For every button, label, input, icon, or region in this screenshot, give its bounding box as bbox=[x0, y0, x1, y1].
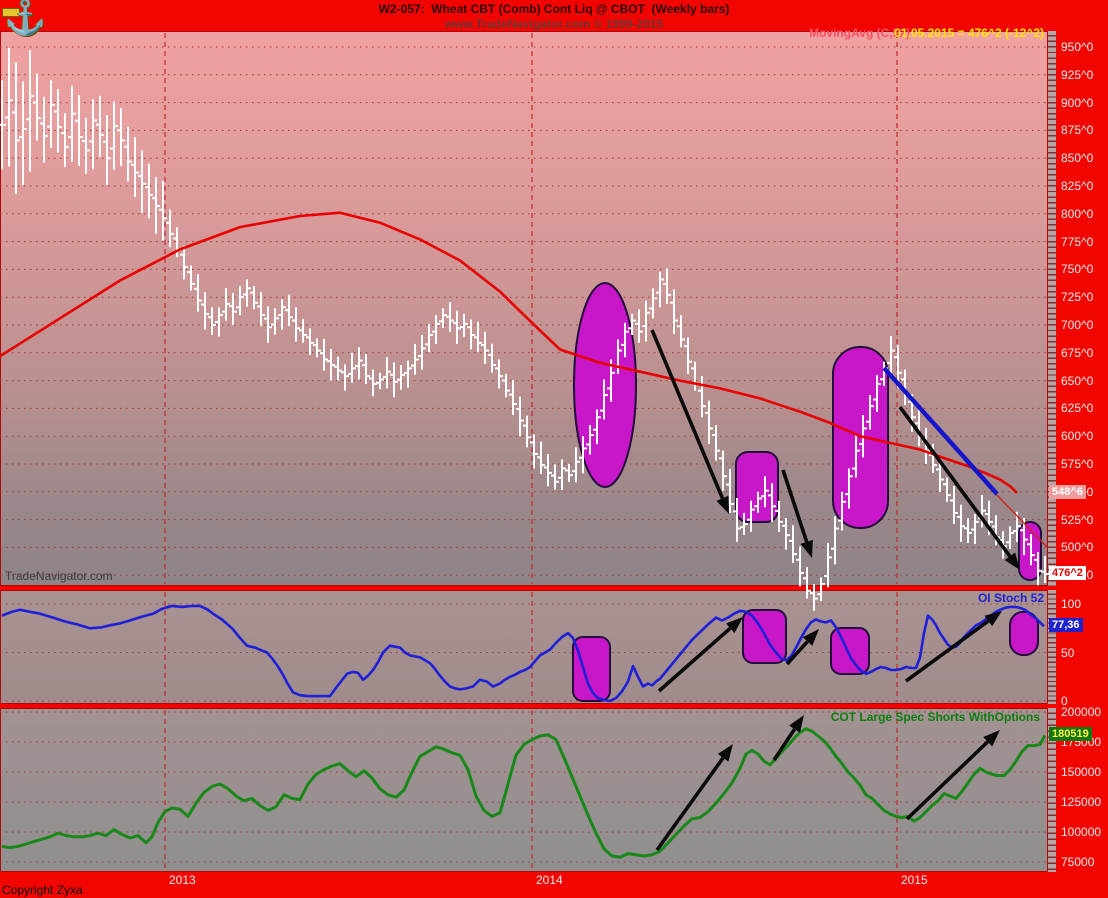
chart-header: W2-057: Wheat CBT (Comb) Cont Liq @ CBOT… bbox=[0, 0, 1108, 31]
price-axis-label: 825^0 bbox=[1061, 179, 1094, 193]
cot-axis-label: 125000 bbox=[1061, 795, 1102, 809]
price-axis-label: 850^0 bbox=[1061, 151, 1094, 166]
stoch-axis-label: 50 bbox=[1061, 645, 1075, 660]
last-price-badge: 476^2 bbox=[1049, 565, 1086, 580]
year-label-2013: 2013 bbox=[169, 873, 196, 887]
cot-panel[interactable] bbox=[0, 708, 1048, 872]
ma-value-badge: 548^6 bbox=[1049, 485, 1086, 500]
price-axis-label: 950^0 bbox=[1061, 40, 1094, 54]
quote-readout: 01.05.2015 = 476^2 (-12^2) bbox=[894, 26, 1044, 40]
cot-indicator-label: COT Large Spec Shorts WithOptions bbox=[830, 710, 1040, 724]
stoch-indicator-label: OI Stoch 52 bbox=[977, 591, 1044, 605]
cot-value-badge: 180519 bbox=[1049, 727, 1092, 742]
price-axis-label: 875^0 bbox=[1061, 123, 1094, 138]
year-label-2015: 2015 bbox=[901, 873, 928, 887]
page-title: W2-057: Wheat CBT (Comb) Cont Liq @ CBOT… bbox=[378, 2, 730, 16]
price-panel[interactable] bbox=[0, 31, 1048, 586]
cot-axis-label: 200000 bbox=[1061, 705, 1102, 719]
logo-flag bbox=[2, 8, 20, 17]
stoch-axis-ticks bbox=[1048, 590, 1056, 704]
price-axis-label: 600^0 bbox=[1061, 429, 1094, 444]
price-axis-label: 725^0 bbox=[1061, 290, 1094, 305]
stoch-panel[interactable] bbox=[0, 590, 1048, 704]
cot-axis-label: 100000 bbox=[1061, 825, 1102, 839]
anchor-logo-icon: ⚓ bbox=[4, 0, 47, 37]
price-axis-ticks bbox=[1048, 31, 1056, 586]
price-axis-label: 800^0 bbox=[1061, 206, 1094, 221]
price-axis-label: 625^0 bbox=[1061, 401, 1094, 416]
price-axis-label: 925^0 bbox=[1061, 67, 1094, 82]
price-axis-label: 900^0 bbox=[1061, 95, 1094, 110]
price-axis-label: 650^0 bbox=[1061, 373, 1094, 388]
year-label-2014: 2014 bbox=[536, 873, 563, 887]
price-axis-label: 750^0 bbox=[1061, 262, 1094, 277]
price-axis-label: 575^0 bbox=[1061, 457, 1094, 471]
cot-axis-label: 150000 bbox=[1061, 765, 1102, 779]
watermark: TradeNavigator.com bbox=[5, 569, 113, 583]
price-axis-label: 775^0 bbox=[1061, 234, 1094, 249]
price-axis-label: 675^0 bbox=[1061, 345, 1094, 360]
stoch-value-badge: 77,36 bbox=[1049, 617, 1083, 632]
cot-axis-ticks bbox=[1048, 708, 1056, 872]
price-axis-label: 525^0 bbox=[1061, 512, 1094, 527]
price-axis-label: 700^0 bbox=[1061, 318, 1094, 332]
price-axis-label: 500^0 bbox=[1061, 540, 1094, 555]
moving-avg-label: MovingAvg (C,52) bbox=[809, 26, 910, 40]
header-url: www.TradeNavigator.com © 1999-2015 bbox=[444, 17, 664, 31]
stoch-axis-label: 100 bbox=[1061, 597, 1082, 611]
copyright-text: Copyright Zyxa bbox=[2, 883, 83, 897]
cot-axis-label: 75000 bbox=[1061, 855, 1095, 869]
stoch-axis-label: 0 bbox=[1061, 694, 1068, 708]
